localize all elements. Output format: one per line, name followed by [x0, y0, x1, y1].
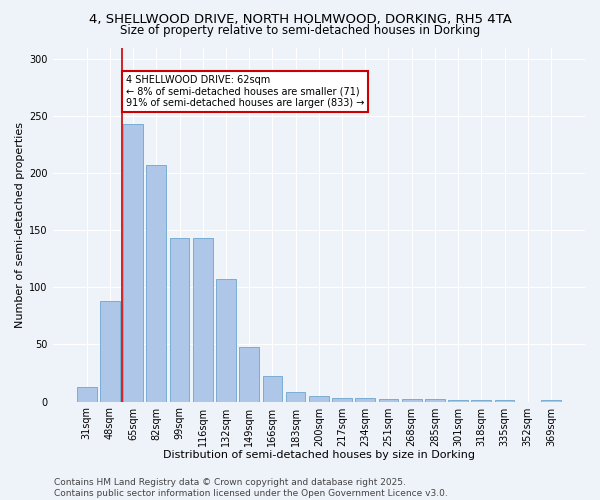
- Bar: [286, 392, 305, 402]
- Bar: [216, 280, 236, 402]
- Bar: [239, 347, 259, 402]
- Bar: [146, 165, 166, 402]
- Bar: [77, 386, 97, 402]
- Text: 4, SHELLWOOD DRIVE, NORTH HOLMWOOD, DORKING, RH5 4TA: 4, SHELLWOOD DRIVE, NORTH HOLMWOOD, DORK…: [89, 12, 511, 26]
- Text: 4 SHELLWOOD DRIVE: 62sqm
← 8% of semi-detached houses are smaller (71)
91% of se: 4 SHELLWOOD DRIVE: 62sqm ← 8% of semi-de…: [126, 75, 365, 108]
- Bar: [309, 396, 329, 402]
- Bar: [472, 400, 491, 402]
- Bar: [448, 400, 468, 402]
- Text: Size of property relative to semi-detached houses in Dorking: Size of property relative to semi-detach…: [120, 24, 480, 37]
- Bar: [541, 400, 561, 402]
- Bar: [402, 400, 422, 402]
- Bar: [379, 400, 398, 402]
- Bar: [355, 398, 375, 402]
- Bar: [263, 376, 282, 402]
- Bar: [193, 238, 212, 402]
- Bar: [332, 398, 352, 402]
- Text: Contains HM Land Registry data © Crown copyright and database right 2025.
Contai: Contains HM Land Registry data © Crown c…: [54, 478, 448, 498]
- Bar: [494, 400, 514, 402]
- Y-axis label: Number of semi-detached properties: Number of semi-detached properties: [15, 122, 25, 328]
- Bar: [170, 238, 190, 402]
- Bar: [123, 124, 143, 402]
- Bar: [425, 400, 445, 402]
- X-axis label: Distribution of semi-detached houses by size in Dorking: Distribution of semi-detached houses by …: [163, 450, 475, 460]
- Bar: [100, 301, 120, 402]
